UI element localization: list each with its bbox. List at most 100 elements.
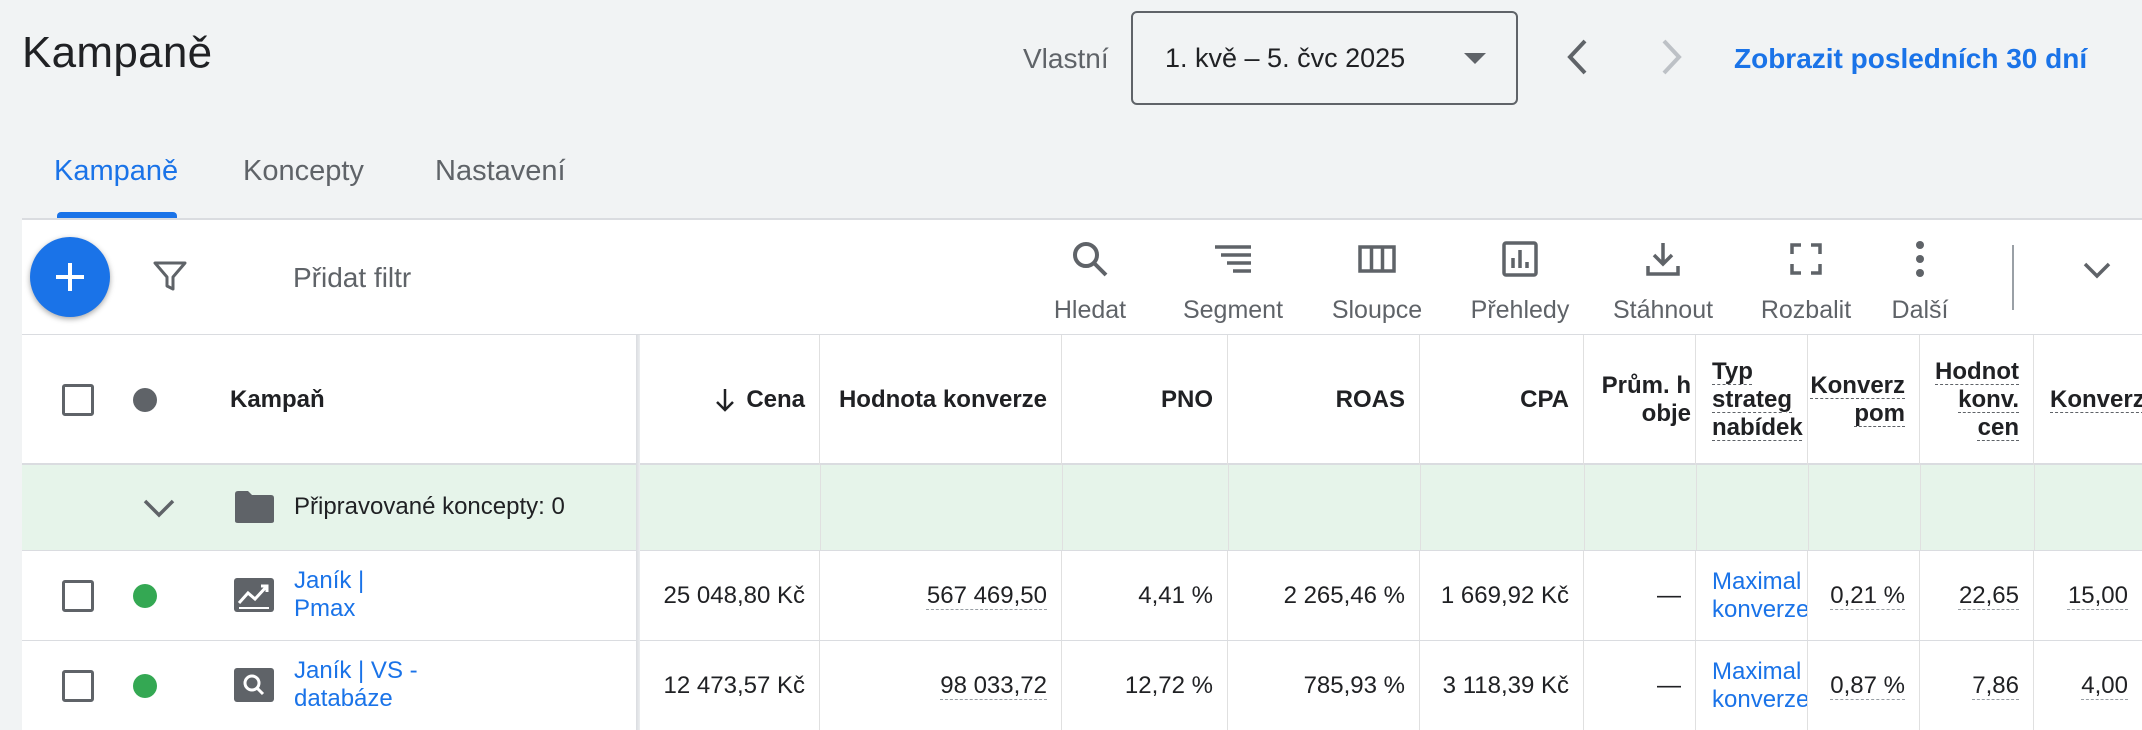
status-enabled-dot[interactable] [133, 674, 157, 698]
tab-settings[interactable]: Nastavení [435, 155, 566, 187]
chevron-right-icon [1662, 39, 1682, 75]
search-tool-label: Hledat [1053, 296, 1127, 324]
columns-icon [1358, 245, 1396, 273]
more-tool-label: Další [1891, 296, 1949, 324]
group-divider [1228, 465, 1229, 550]
date-range-select[interactable]: 1. kvě – 5. čvc 2025 [1131, 11, 1518, 105]
column-header-conversion-value[interactable]: Hodnota konverze [820, 335, 1062, 465]
arrow-down-icon [716, 389, 735, 412]
campaign-name-link[interactable]: Janík | VS - databáze [294, 657, 418, 712]
search-tool-button[interactable]: Hledat [1020, 238, 1160, 325]
expand-icon [1790, 243, 1822, 275]
table-toolbar: Přidat filtr Hledat Segment Sloupce Přeh… [22, 220, 2142, 335]
chevron-down-icon[interactable] [142, 498, 176, 520]
cpa-cell: 3 118,39 Kč [1420, 641, 1584, 730]
column-header-roas[interactable]: ROAS [1228, 335, 1420, 465]
add-filter-input[interactable]: Přidat filtr [293, 262, 412, 293]
bid-strategy-link[interactable]: Maximal konverze [1696, 641, 1808, 730]
dropdown-arrow-icon [1464, 53, 1486, 64]
more-vert-icon [1916, 241, 1924, 277]
filter-icon [153, 261, 187, 291]
filter-button[interactable] [152, 258, 188, 299]
campaign-name-link[interactable]: Janík | Pmax [294, 567, 365, 622]
row-checkbox[interactable] [62, 580, 94, 612]
active-tab-indicator [57, 212, 177, 219]
group-divider [820, 465, 821, 550]
expand-tool-label: Rozbalit [1760, 296, 1852, 324]
cost-cell: 25 048,80 Kč [640, 551, 820, 640]
column-header-bid-strategy-type[interactable]: Typ strateg nabídek [1696, 335, 1808, 465]
column-header-cost[interactable]: Cena [640, 335, 820, 465]
table-row: Janík | Pmax 25 048,80 Kč 567 469,50 4,4… [22, 551, 2142, 641]
download-tool-button[interactable]: Stáhnout [1593, 238, 1733, 325]
reports-tool-button[interactable]: Přehledy [1450, 238, 1590, 325]
drafts-group-label: Připravované koncepty: 0 [294, 493, 565, 520]
tab-drafts[interactable]: Koncepty [243, 155, 364, 187]
tab-divider [22, 218, 2142, 220]
group-divider [1696, 465, 1697, 550]
conversion-value-cell: 98 033,72 [820, 641, 1062, 730]
group-divider [1920, 465, 1921, 550]
table-row: Janík | VS - databáze 12 473,57 Kč 98 03… [22, 641, 2142, 730]
group-divider [1808, 465, 1809, 550]
roas-cell: 2 265,46 % [1228, 551, 1420, 640]
more-tool-button[interactable]: Další [1870, 238, 1970, 325]
expand-tool-button[interactable]: Rozbalit [1736, 238, 1876, 325]
cpa-cell: 1 669,92 Kč [1420, 551, 1584, 640]
select-all-checkbox[interactable] [62, 384, 94, 416]
reports-tool-label: Přehledy [1470, 296, 1570, 324]
download-icon [1646, 243, 1680, 276]
row-checkbox[interactable] [62, 670, 94, 702]
table-header-row: Kampaň Cena Hodnota konverze PNO ROAS CP… [22, 335, 2142, 465]
next-period-button[interactable] [1652, 34, 1692, 80]
collapse-toolbar-button[interactable] [2082, 260, 2112, 285]
show-last-30-days-link[interactable]: Zobrazit posledních 30 dní [1734, 43, 2088, 74]
frozen-column-divider [636, 335, 640, 730]
column-header-conversion-rate[interactable]: Konverz pom [1808, 335, 1920, 465]
column-header-conversions[interactable]: Konverz [2050, 386, 2142, 413]
segment-tool-button[interactable]: Segment [1163, 238, 1303, 325]
toolbar-separator [2012, 245, 2014, 310]
pno-cell: 4,41 % [1062, 551, 1228, 640]
search-icon [1073, 242, 1108, 277]
add-campaign-button[interactable] [30, 237, 110, 317]
folder-icon [235, 491, 274, 523]
campaigns-table: Kampaň Cena Hodnota konverze PNO ROAS CP… [22, 335, 2142, 730]
bid-strategy-link[interactable]: Maximal konverze [1696, 551, 1808, 640]
conversion-rate-cell: 0,21 % [1808, 551, 1920, 640]
date-range-value: 1. kvě – 5. čvc 2025 [1165, 42, 1406, 73]
column-header-pno[interactable]: PNO [1062, 335, 1228, 465]
status-enabled-dot[interactable] [133, 584, 157, 608]
group-divider [1584, 465, 1585, 550]
conversion-rate-cell: 0,87 % [1808, 641, 1920, 730]
cost-cell: 12 473,57 Kč [640, 641, 820, 730]
column-header-campaign[interactable]: Kampaň [230, 386, 325, 413]
columns-tool-button[interactable]: Sloupce [1307, 238, 1447, 325]
columns-tool-label: Sloupce [1331, 296, 1423, 324]
conv-value-cost-cell: 7,86 [1920, 641, 2034, 730]
plus-icon [56, 263, 84, 291]
chevron-left-icon [1567, 39, 1587, 75]
segment-tool-label: Segment [1182, 296, 1284, 324]
column-header-avg-order[interactable]: Prům. h obje [1584, 335, 1696, 465]
drafts-group-row[interactable]: Připravované koncepty: 0 [22, 465, 2142, 551]
roas-cell: 785,93 % [1228, 641, 1420, 730]
conv-value-cost-cell: 22,65 [1920, 551, 2034, 640]
status-header-dot [133, 388, 157, 412]
column-header-conv-value-cost[interactable]: Hodnot konv. cen [1920, 335, 2034, 465]
previous-period-button[interactable] [1557, 34, 1597, 80]
avg-order-cell: — [1584, 641, 1696, 730]
date-range-label: Vlastní [1023, 43, 1109, 74]
tab-campaigns[interactable]: Kampaně [54, 155, 179, 187]
conversions-cell: 15,00 [2067, 581, 2128, 609]
pno-cell: 12,72 % [1062, 641, 1228, 730]
group-divider [2034, 465, 2035, 550]
performance-max-icon [234, 578, 274, 612]
conversion-value-cell: 567 469,50 [820, 551, 1062, 640]
group-divider [1420, 465, 1421, 550]
page-title: Kampaně [22, 28, 213, 77]
conversions-cell: 4,00 [2081, 671, 2128, 699]
avg-order-cell: — [1584, 551, 1696, 640]
column-header-cpa[interactable]: CPA [1420, 335, 1584, 465]
group-divider [1062, 465, 1063, 550]
